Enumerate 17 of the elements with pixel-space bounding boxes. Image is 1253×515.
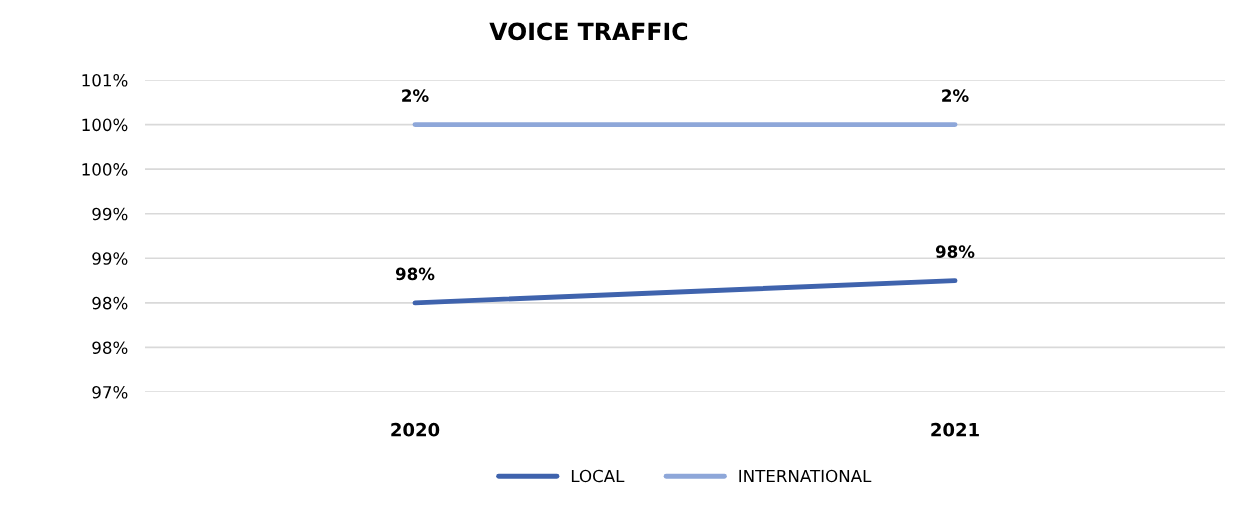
y-tick-label: 98% (92, 296, 128, 310)
y-tick-label: 99% (92, 207, 128, 221)
legend-label: INTERNATIONAL (739, 469, 872, 483)
y-tick-label: 98% (92, 341, 128, 354)
y-tick-label: 101% (82, 73, 128, 87)
y-tick-label: 99% (92, 252, 128, 265)
y-tick-label: 97% (92, 385, 128, 399)
annotation: 2% (942, 89, 969, 102)
data-label: 98% (395, 267, 435, 281)
legend-label: LOCAL (571, 469, 625, 483)
annotation: 2% (402, 89, 429, 102)
data-label: 98% (935, 245, 975, 258)
y-tick-label: 100% (82, 118, 128, 132)
chart-title: VOICE TRAFFIC (489, 22, 688, 41)
x-tick-label: 2021 (931, 422, 979, 437)
y-tick-label: 100% (82, 163, 128, 176)
x-tick-label: 2020 (391, 422, 440, 437)
